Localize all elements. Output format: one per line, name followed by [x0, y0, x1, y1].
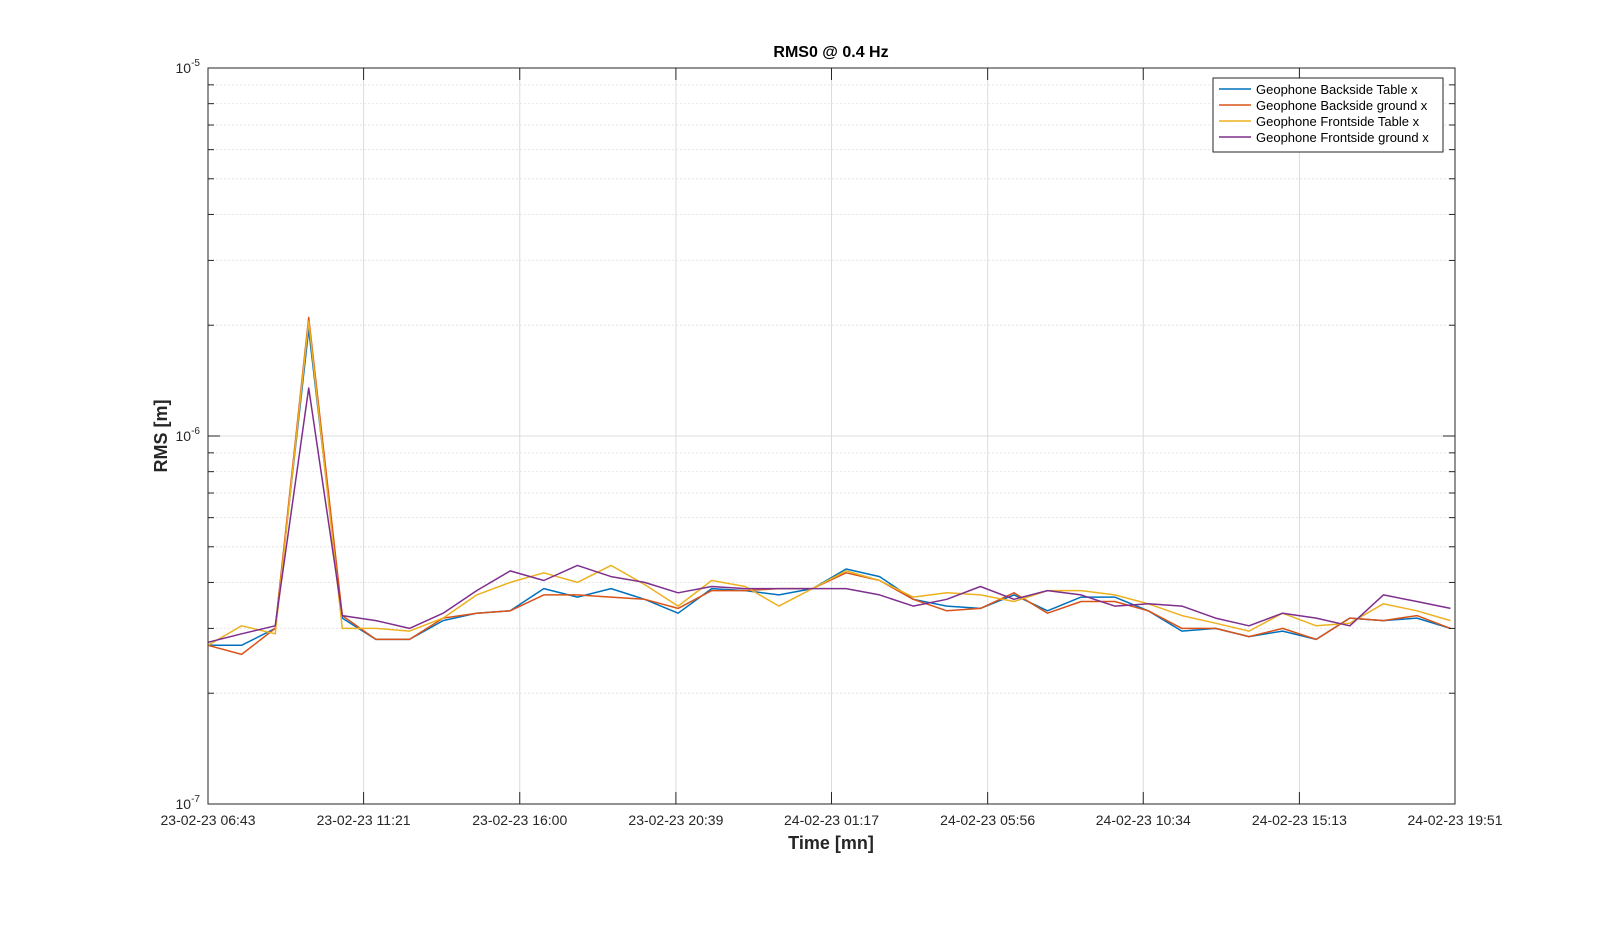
legend-label: Geophone Backside Table x: [1256, 82, 1418, 97]
series-line-3: [207, 320, 1451, 646]
x-tick-label: 24-02-23 01:17: [784, 812, 879, 828]
x-tick-label: 24-02-23 19:51: [1408, 812, 1503, 828]
legend-label: Geophone Frontside ground x: [1256, 130, 1429, 145]
y-axis-title: RMS [m]: [151, 400, 171, 473]
y-tick-base: 10: [176, 796, 192, 812]
y-tick-label: 10-5: [176, 58, 201, 76]
y-tick-labels: 10-710-610-5: [176, 58, 201, 812]
x-tick-labels: 23-02-23 06:43 23-02-23 11:21 23-02-23 16:…: [161, 812, 1503, 828]
legend-box: [1212, 77, 1444, 153]
axis-ticks: [207, 68, 1456, 805]
y-tick-label: 10-6: [176, 426, 201, 444]
series-line-2: [207, 316, 1451, 656]
y-tick-exponent: -7: [191, 794, 200, 805]
x-tick-label: 23-02-23 06:43: [161, 812, 256, 828]
y-tick-exponent: -5: [191, 58, 200, 69]
x-tick-label: 24-02-23 05:56: [940, 812, 1035, 828]
series-line-4: [207, 387, 1451, 644]
grid: [207, 68, 1456, 805]
chart-title: RMS0 @ 0.4 Hz: [773, 44, 888, 61]
x-tick-label: 23-02-23 16:00: [472, 812, 567, 828]
y-tick-base: 10: [176, 60, 192, 76]
legend-label: Geophone Frontside Table x: [1256, 114, 1420, 129]
series-lines: [207, 316, 1451, 656]
x-tick-label: 24-02-23 15:13: [1252, 812, 1347, 828]
y-tick-base: 10: [176, 428, 192, 444]
legend-label: Geophone Backside ground x: [1256, 98, 1428, 113]
x-axis-title: Time [mn]: [788, 833, 874, 853]
x-tick-label: 23-02-23 20:39: [628, 812, 723, 828]
y-tick-exponent: -6: [191, 426, 200, 437]
y-tick-label: 10-7: [176, 794, 201, 812]
x-tick-label: 23-02-23 11:21: [317, 812, 411, 828]
x-tick-label: 24-02-23 10:34: [1096, 812, 1191, 828]
